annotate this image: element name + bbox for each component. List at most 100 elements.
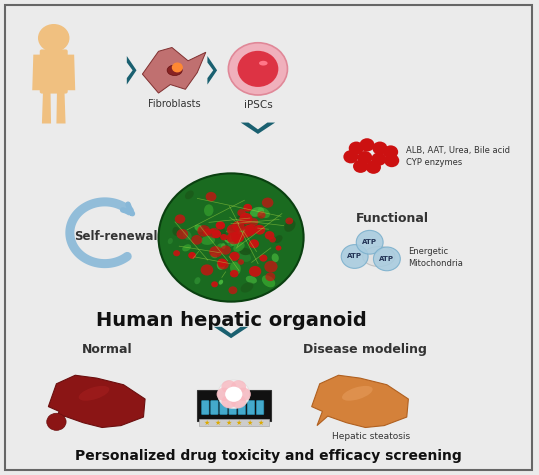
Ellipse shape: [237, 228, 247, 235]
Ellipse shape: [204, 204, 213, 216]
Circle shape: [255, 226, 260, 230]
Ellipse shape: [167, 65, 182, 76]
FancyBboxPatch shape: [257, 400, 264, 415]
Ellipse shape: [274, 235, 282, 243]
Ellipse shape: [198, 225, 209, 236]
Text: ALB, AAT, Urea, Bile acid
CYP enzymes: ALB, AAT, Urea, Bile acid CYP enzymes: [406, 146, 510, 167]
Circle shape: [172, 63, 182, 72]
Ellipse shape: [239, 248, 251, 255]
Circle shape: [243, 225, 255, 237]
Circle shape: [372, 142, 388, 155]
Circle shape: [249, 266, 261, 277]
Ellipse shape: [185, 190, 194, 199]
Ellipse shape: [219, 280, 223, 285]
Circle shape: [222, 380, 237, 393]
Polygon shape: [241, 123, 275, 134]
Ellipse shape: [215, 250, 224, 256]
Text: ATP: ATP: [379, 256, 395, 262]
Circle shape: [209, 228, 215, 234]
Circle shape: [226, 234, 236, 242]
Circle shape: [353, 160, 368, 173]
Polygon shape: [214, 327, 248, 338]
Ellipse shape: [246, 276, 257, 284]
Circle shape: [233, 238, 240, 244]
Polygon shape: [312, 375, 409, 428]
Polygon shape: [208, 56, 217, 85]
Circle shape: [203, 228, 211, 236]
Ellipse shape: [284, 220, 295, 232]
Ellipse shape: [217, 259, 225, 270]
Circle shape: [229, 43, 287, 95]
Ellipse shape: [259, 61, 267, 66]
Circle shape: [222, 395, 237, 408]
Circle shape: [238, 51, 278, 87]
Ellipse shape: [258, 208, 270, 218]
Ellipse shape: [217, 227, 226, 239]
Circle shape: [209, 228, 220, 238]
Circle shape: [39, 25, 69, 51]
Ellipse shape: [237, 215, 241, 220]
Ellipse shape: [79, 386, 109, 401]
Circle shape: [262, 198, 273, 208]
Ellipse shape: [224, 231, 238, 239]
Text: Functional: Functional: [356, 212, 429, 225]
Circle shape: [258, 211, 266, 218]
Ellipse shape: [363, 247, 395, 266]
Ellipse shape: [342, 386, 372, 401]
Circle shape: [201, 265, 213, 276]
Text: Hepatic steatosis: Hepatic steatosis: [331, 432, 410, 441]
Circle shape: [243, 204, 252, 212]
Circle shape: [235, 234, 241, 239]
Circle shape: [230, 252, 240, 261]
Text: Energetic
Mitochondria: Energetic Mitochondria: [409, 247, 463, 268]
Circle shape: [220, 246, 231, 255]
Circle shape: [47, 413, 66, 430]
Circle shape: [158, 173, 303, 302]
Ellipse shape: [232, 232, 242, 243]
Ellipse shape: [262, 276, 275, 287]
FancyBboxPatch shape: [247, 400, 255, 415]
Circle shape: [357, 151, 372, 164]
Ellipse shape: [183, 230, 191, 240]
Ellipse shape: [201, 236, 215, 245]
Circle shape: [229, 286, 237, 294]
FancyBboxPatch shape: [40, 49, 68, 94]
Ellipse shape: [240, 282, 253, 293]
FancyBboxPatch shape: [220, 400, 227, 415]
FancyBboxPatch shape: [199, 419, 268, 426]
Circle shape: [237, 209, 246, 217]
Ellipse shape: [230, 237, 239, 246]
Circle shape: [349, 142, 364, 155]
Circle shape: [374, 247, 400, 271]
Circle shape: [285, 218, 293, 224]
Circle shape: [216, 221, 225, 229]
Circle shape: [341, 245, 368, 268]
Circle shape: [173, 250, 180, 256]
Text: ★: ★: [215, 420, 221, 426]
Polygon shape: [127, 56, 136, 85]
Circle shape: [265, 231, 274, 239]
Circle shape: [383, 145, 398, 159]
Circle shape: [212, 230, 221, 238]
Text: ★: ★: [258, 420, 264, 426]
Circle shape: [227, 224, 239, 235]
Text: Fibroblasts: Fibroblasts: [148, 99, 201, 109]
Text: ATP: ATP: [362, 239, 377, 245]
Polygon shape: [57, 91, 66, 124]
Circle shape: [231, 380, 246, 393]
Circle shape: [236, 388, 251, 401]
Circle shape: [188, 252, 196, 259]
Circle shape: [220, 234, 227, 240]
Circle shape: [231, 231, 245, 243]
Text: Human hepatic organoid: Human hepatic organoid: [96, 311, 367, 330]
Circle shape: [231, 395, 246, 408]
Circle shape: [259, 255, 267, 262]
Circle shape: [356, 230, 383, 254]
Circle shape: [176, 229, 188, 239]
Polygon shape: [49, 375, 145, 428]
Circle shape: [249, 218, 258, 226]
FancyBboxPatch shape: [229, 400, 237, 415]
Ellipse shape: [224, 232, 230, 240]
FancyBboxPatch shape: [238, 400, 246, 415]
Text: ATP: ATP: [347, 254, 362, 259]
